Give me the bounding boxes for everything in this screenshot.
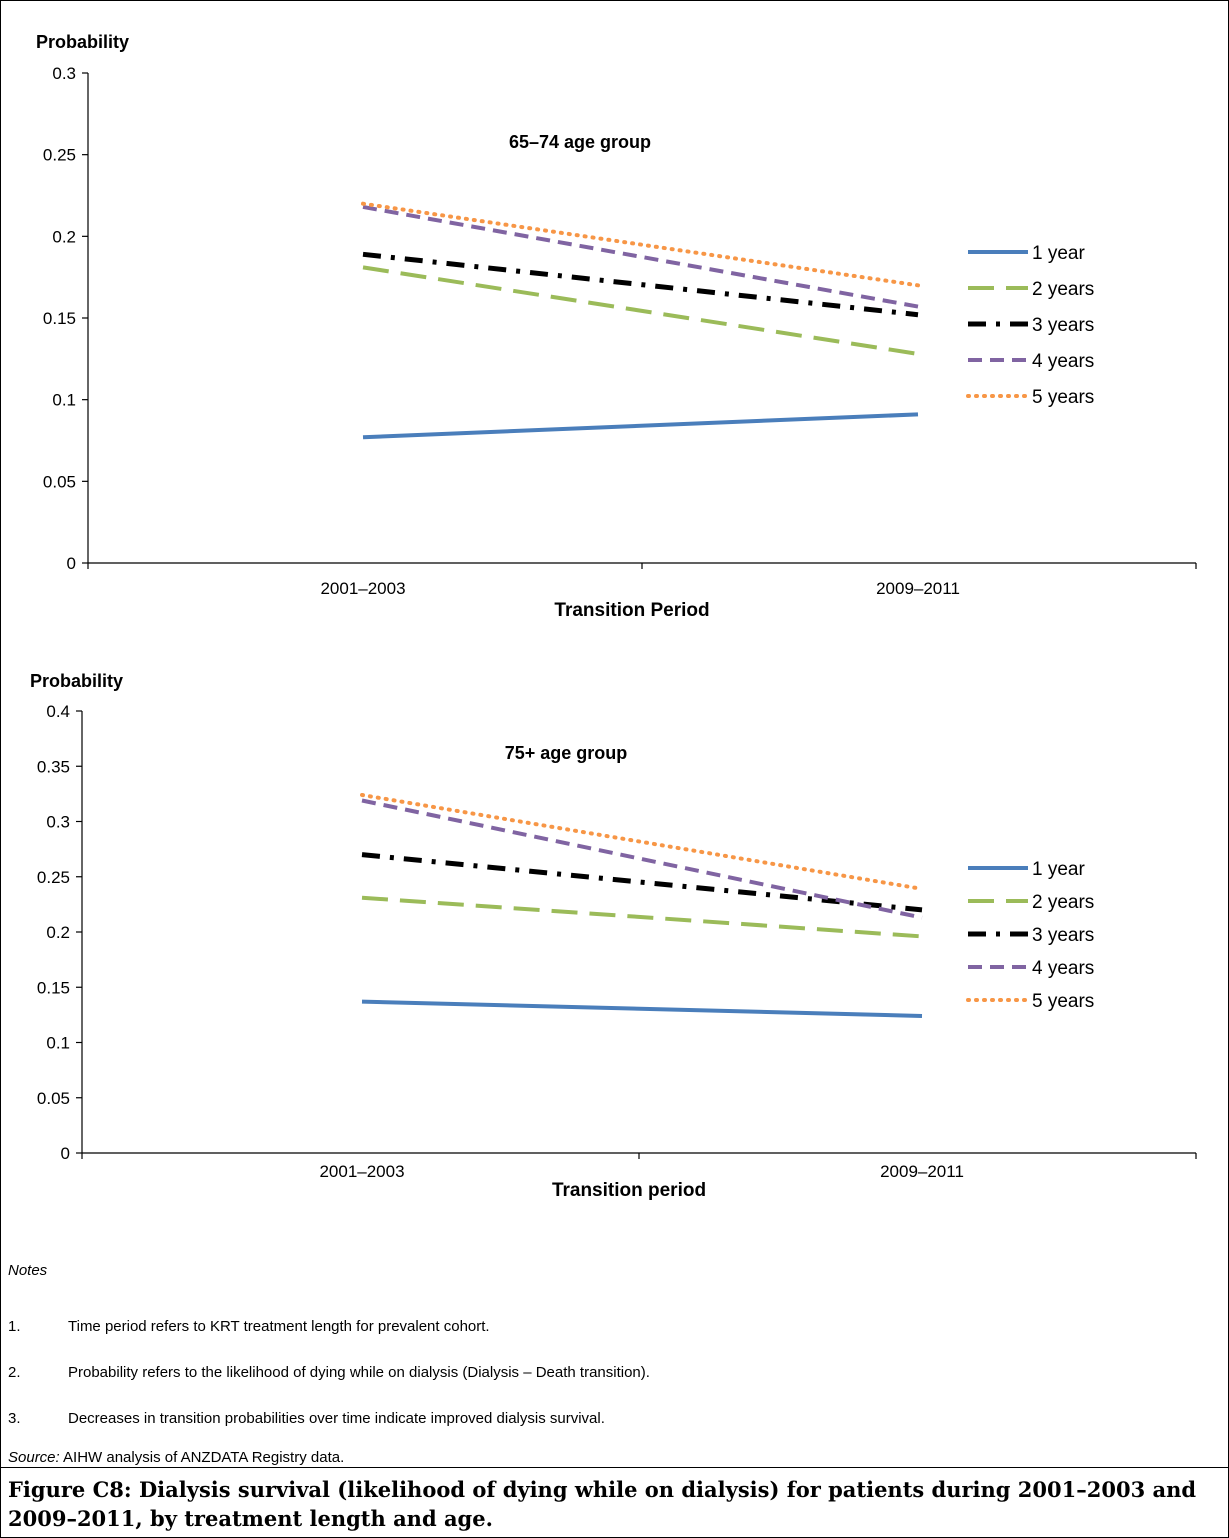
series-line (361, 798, 923, 920)
note-number: 2. (8, 1364, 21, 1381)
y-tick-label: 0.2 (46, 923, 70, 942)
chart-title: 65–74 age group (509, 132, 651, 152)
chart-75-plus: 0 0.05 0.1 0.15 0.2 0.25 0.3 0.35 0.4 2001–2003 20… (30, 671, 1197, 1201)
y-tick-label: 0.15 (37, 978, 70, 997)
y-tick-label: 0 (67, 554, 76, 573)
caption-divider (0, 1467, 1229, 1468)
y-tick-label: 0.05 (37, 1089, 70, 1108)
legend-label: 5 years (1032, 991, 1094, 1012)
series-line (362, 412, 919, 440)
figure-caption: Figure C8: Dialysis survival (likelihood… (8, 1477, 1197, 1531)
chart-65-74: 0 0.05 0.1 0.15 0.2 0.25 0.3 2001–2003 2009–2011… (36, 32, 1197, 621)
y-tick-label: 0.3 (46, 813, 70, 832)
y-tick-label: 0.1 (52, 391, 76, 410)
x-tick-label: 2001–2003 (320, 579, 405, 598)
x-axis-label: Transition period (552, 1180, 706, 1201)
series-line (362, 265, 919, 356)
series-line (362, 204, 919, 309)
legend-label: 1 year (1032, 243, 1085, 264)
y-tick-label: 0.2 (52, 227, 76, 246)
source-text: AIHW analysis of ANZDATA Registry data. (59, 1449, 345, 1466)
y-tick-label: 0.35 (37, 757, 70, 776)
series-line (362, 251, 919, 318)
legend-label: 5 years (1032, 387, 1094, 408)
y-tick-label: 0.4 (46, 702, 70, 721)
x-tick-label: 2009–2011 (880, 1162, 964, 1181)
y-tick-label: 0.3 (52, 64, 76, 83)
series-line (361, 895, 923, 939)
y-tick-label: 0 (61, 1144, 70, 1163)
note-number: 1. (8, 1318, 21, 1335)
notes-heading: Notes (8, 1262, 48, 1279)
note-number: 3. (8, 1410, 21, 1427)
note-text: Time period refers to KRT treatment leng… (68, 1318, 490, 1335)
x-axis-label: Transition Period (554, 600, 709, 621)
legend-label: 4 years (1032, 958, 1094, 979)
source-line: Source: AIHW analysis of ANZDATA Registr… (8, 1449, 344, 1466)
y-tick-label: 0.25 (43, 146, 76, 165)
chart-title: 75+ age group (505, 743, 628, 763)
x-tick-label: 2001–2003 (319, 1162, 404, 1181)
note-text: Decreases in transition probabilities ov… (68, 1410, 605, 1427)
legend-label: 1 year (1032, 859, 1085, 880)
series-line (361, 852, 923, 913)
source-label: Source: (8, 1449, 60, 1466)
legend-label: 2 years (1032, 892, 1094, 913)
y-tick-label: 0.25 (37, 868, 70, 887)
y-axis-label: Probability (36, 32, 129, 52)
legend-label: 3 years (1032, 925, 1094, 946)
series-line (361, 201, 920, 288)
legend-label: 4 years (1032, 351, 1094, 372)
y-axis-label: Probability (30, 671, 123, 691)
y-tick-label: 0.15 (43, 309, 76, 328)
x-tick-label: 2009–2011 (876, 579, 960, 598)
legend-label: 2 years (1032, 279, 1094, 300)
y-tick-label: 0.05 (43, 472, 76, 491)
series-line (361, 999, 923, 1018)
note-text: Probability refers to the likelihood of … (68, 1364, 650, 1381)
legend-label: 3 years (1032, 315, 1094, 336)
y-tick-label: 0.1 (46, 1034, 70, 1053)
series-line (360, 792, 924, 891)
